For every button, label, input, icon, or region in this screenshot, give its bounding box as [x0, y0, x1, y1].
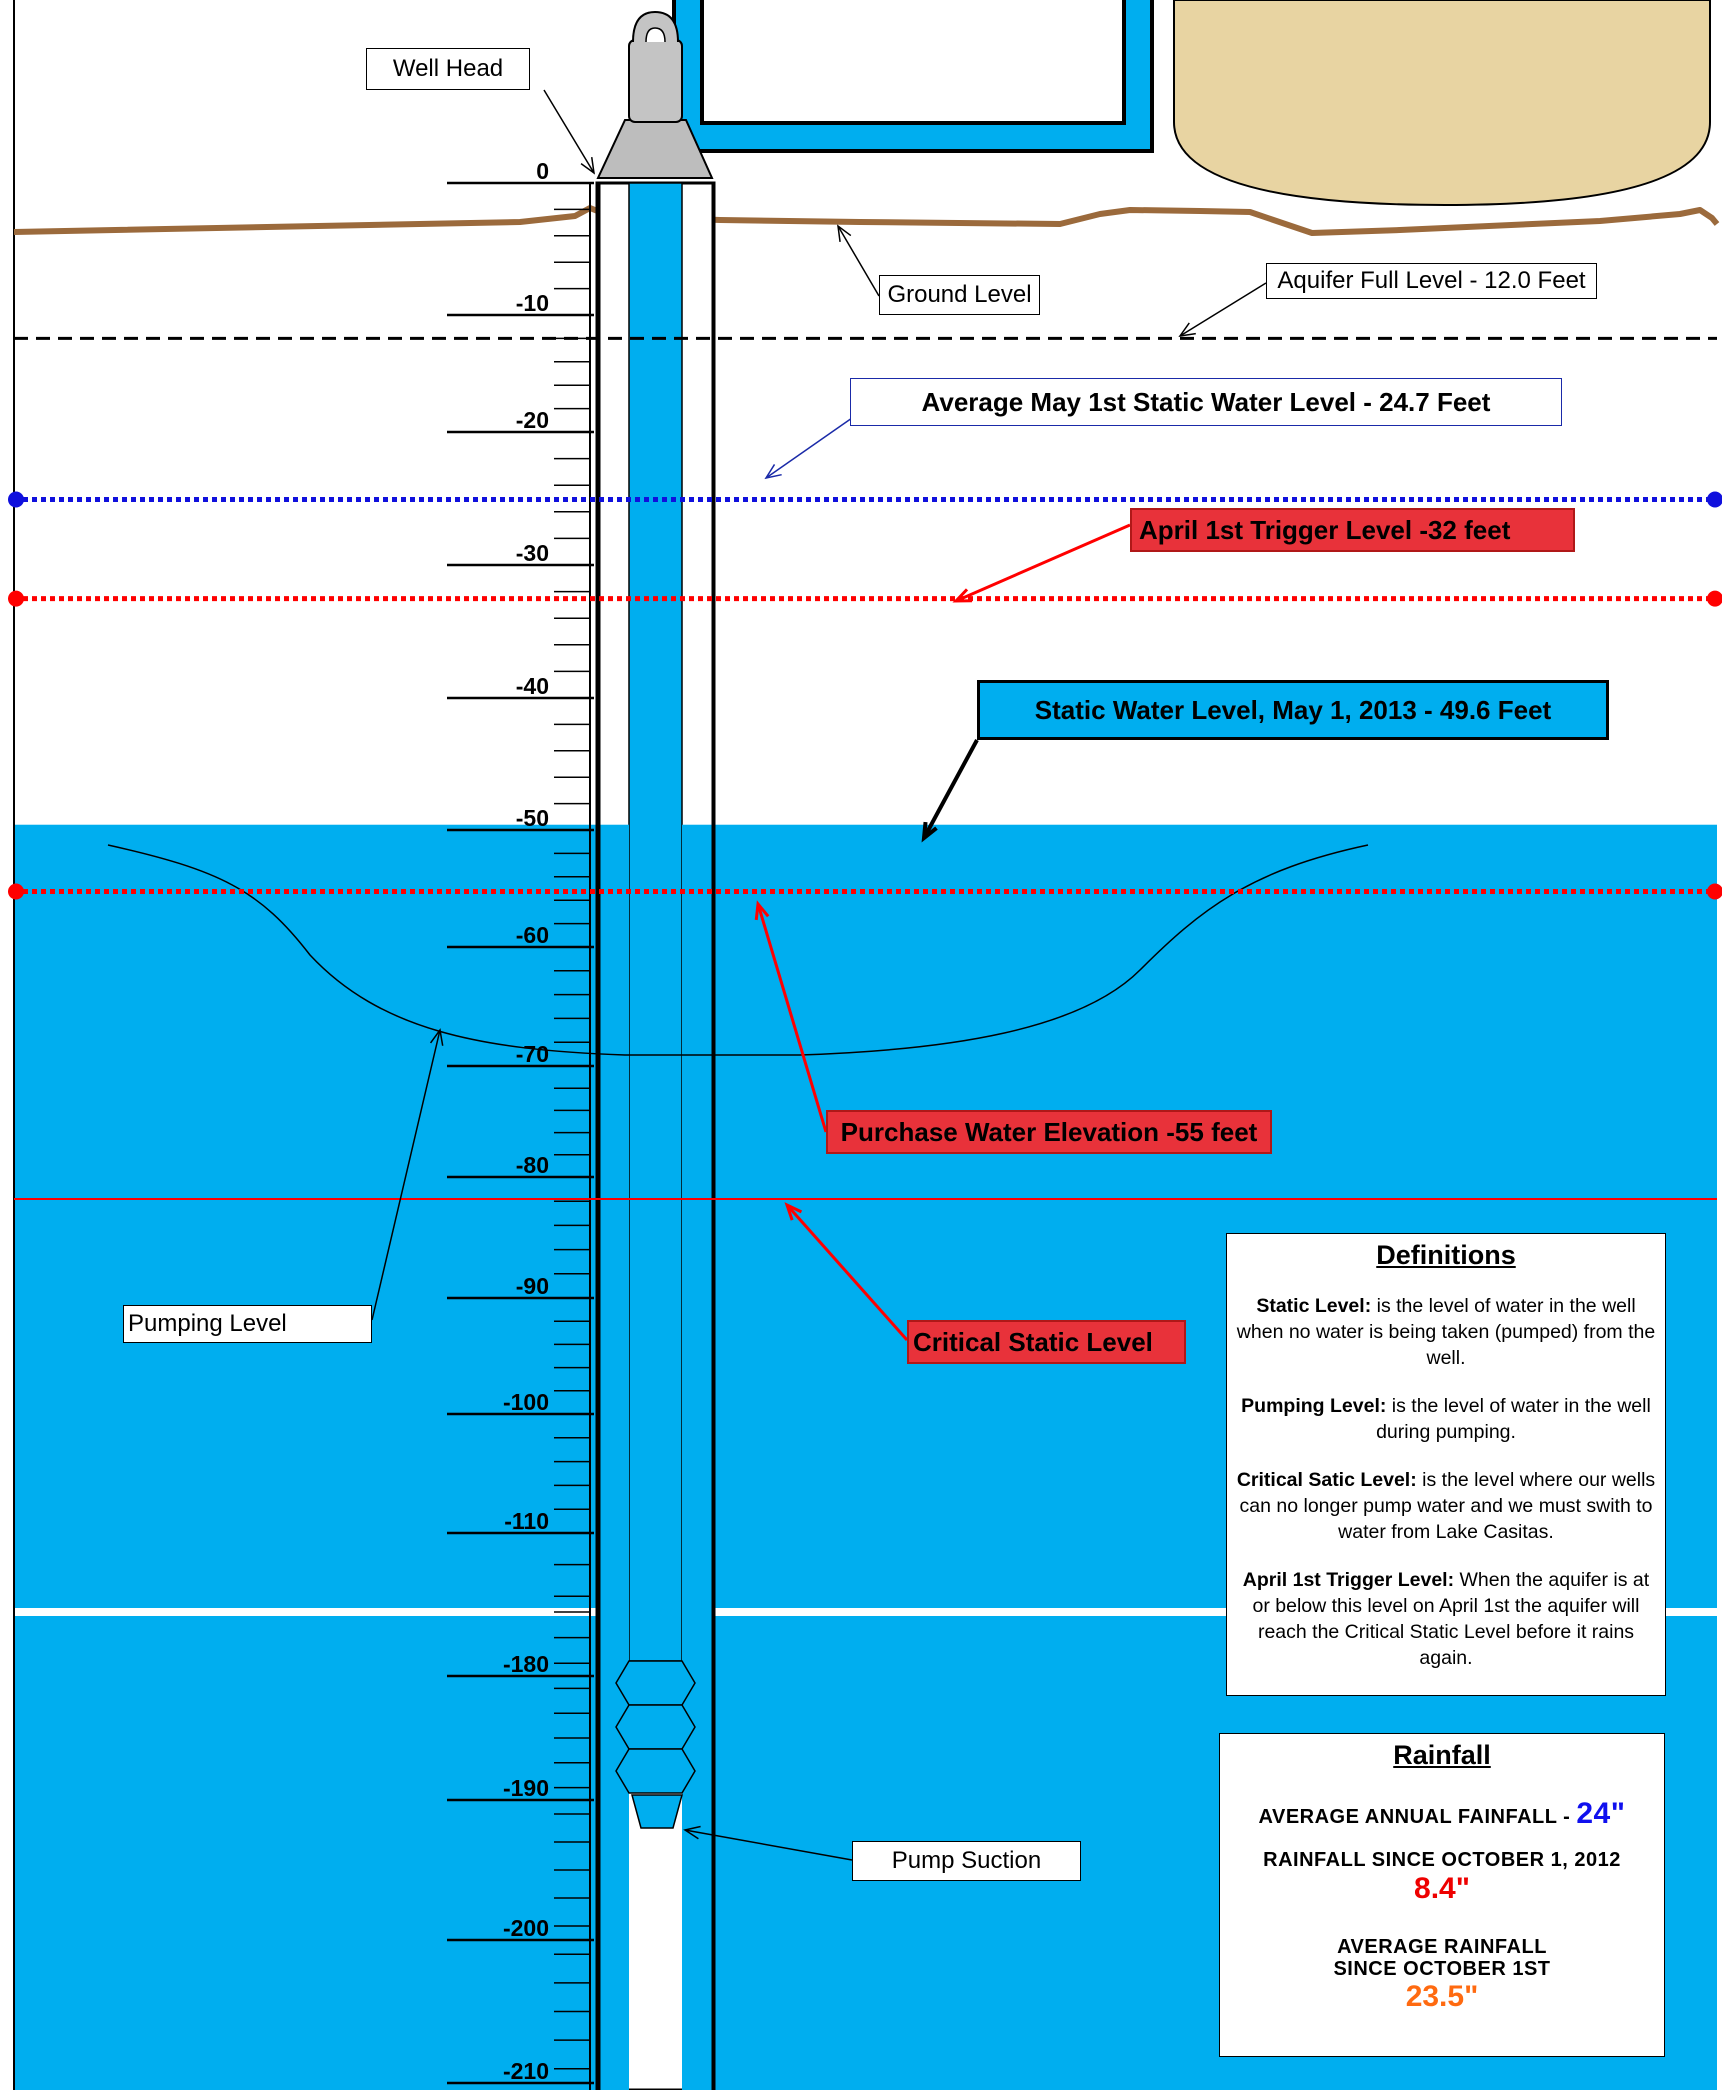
depth-label: -30 — [516, 540, 549, 566]
well-head-base — [596, 119, 714, 179]
well-head-cap-hole — [645, 27, 666, 43]
well-head-arrow — [543, 89, 595, 174]
critical-static-label: Critical Static Level — [907, 1320, 1186, 1364]
depth-label: -180 — [503, 1651, 549, 1677]
definitions-title: Definitions — [1376, 1240, 1516, 1270]
average-may-static-arrow — [765, 417, 853, 479]
depth-label: -70 — [516, 1041, 549, 1067]
pumping-level-arrow — [371, 1029, 441, 1321]
rainfall-since-october-label: RAINFALL SINCE OCTOBER 1, 2012 — [1263, 1849, 1621, 1871]
static-may-2013-label: Static Water Level, May 1, 2013 - 49.6 F… — [977, 680, 1609, 740]
avg-since-label-line2: SINCE OCTOBER 1ST — [1333, 1958, 1551, 1980]
rainfall-panel: Rainfall AVERAGE ANNUAL FAINFALL - 24" R… — [1219, 1733, 1665, 2057]
pumping-level-arrow-head — [429, 1028, 444, 1046]
april-trigger-label: April 1st Trigger Level -32 feet — [1130, 508, 1575, 552]
pump-bowl-3 — [615, 1748, 696, 1794]
purchase-water-arrow-head — [754, 900, 770, 921]
pumping-level-cone — [107, 844, 1369, 1056]
depth-label: -20 — [516, 407, 549, 433]
well-head-body — [628, 39, 683, 123]
definition-item: April 1st Trigger Level: When the aquife… — [1235, 1567, 1657, 1671]
depth-label: -200 — [503, 1915, 549, 1941]
ground-level-arrow — [837, 225, 880, 297]
pipe-edge-inner — [702, 0, 1124, 123]
depth-label: -40 — [516, 673, 549, 699]
storage-tank — [1173, 0, 1711, 207]
april-trigger-arrow — [955, 523, 1131, 603]
definition-item: Static Level: is the level of water in t… — [1235, 1293, 1657, 1371]
aquifer-full-arrow-head — [1178, 322, 1196, 338]
average-may-static-line-end-right — [1707, 491, 1722, 508]
average-may-static-line-end-left — [8, 491, 24, 508]
april-trigger-line-end-right — [1707, 590, 1722, 607]
scale-break-line — [13, 1608, 1717, 1616]
static-may-2013-arrow-head — [921, 821, 938, 843]
definition-term: April 1st Trigger Level: — [1242, 1569, 1455, 1591]
definition-text: is the level of water in the well during… — [1376, 1395, 1651, 1443]
pump-bowl-2 — [615, 1704, 696, 1750]
well-head-arrow-head — [580, 157, 595, 175]
pump-suction-cone — [631, 1794, 683, 1829]
rainfall-since-october-value: 8.4" — [1414, 1872, 1470, 1905]
ground-level-label: Ground Level — [879, 275, 1040, 315]
casing-water-left — [599, 824, 629, 2090]
depth-label: -210 — [503, 2058, 549, 2084]
average-annual-value: 24" — [1576, 1797, 1626, 1830]
casing-water-right — [682, 824, 712, 2090]
depth-label: -80 — [516, 1152, 549, 1178]
critical-static-arrow — [785, 1204, 909, 1341]
critical-static-arrow-head — [784, 1202, 803, 1221]
depth-label: -110 — [504, 1508, 549, 1534]
rainfall-title: Rainfall — [1393, 1740, 1491, 1770]
definition-term: Static Level: — [1256, 1295, 1372, 1317]
average-may-static-arrow-head — [764, 464, 782, 480]
definition-item: Pumping Level: is the level of water in … — [1235, 1393, 1657, 1445]
pump-suction-arrow — [684, 1829, 853, 1861]
aquifer-full-label: Aquifer Full Level - 12.0 Feet — [1266, 263, 1597, 299]
depth-label: -100 — [503, 1389, 549, 1415]
definitions-list: Static Level: is the level of water in t… — [1235, 1293, 1657, 1671]
purchase-water-label: Purchase Water Elevation -55 feet — [826, 1110, 1272, 1154]
depth-label: -190 — [503, 1775, 549, 1801]
average-rainfall-since-october-label: AVERAGE RAINFALL SINCE OCTOBER 1ST — [1228, 1936, 1656, 1980]
well-water-column — [629, 183, 682, 1661]
definition-text: When the aquifer is at or below this lev… — [1252, 1569, 1650, 1669]
pump-suction-label: Pump Suction — [852, 1841, 1081, 1881]
april-trigger-arrow-head — [952, 588, 973, 603]
aquifer-full-arrow — [1179, 282, 1267, 337]
average-may-static-label: Average May 1st Static Water Level - 24.… — [850, 378, 1562, 426]
depth-label: -90 — [516, 1273, 549, 1299]
depth-label: -50 — [516, 805, 549, 831]
pipe-outline — [673, 0, 1153, 152]
definition-text: is the level where our wells can no long… — [1239, 1469, 1656, 1543]
ground-level-arrow-head — [837, 224, 852, 242]
definition-text: is the level of water in the well when n… — [1236, 1295, 1656, 1369]
depth-label: -60 — [516, 922, 549, 948]
ground-level-line — [13, 205, 1720, 236]
definition-term: Critical Satic Level: — [1236, 1469, 1417, 1491]
pumping-level-label: Pumping Level — [123, 1305, 372, 1343]
definition-item: Critical Satic Level: is the level where… — [1235, 1467, 1657, 1545]
avg-since-label-line1: AVERAGE RAINFALL — [1337, 1936, 1547, 1958]
static-may-2013-arrow — [922, 739, 979, 839]
average-annual-label: AVERAGE ANNUAL FAINFALL - — [1258, 1806, 1577, 1828]
definition-term: Pumping Level: — [1241, 1395, 1387, 1417]
pump-bowl-1 — [615, 1660, 696, 1706]
purchase-water-line-end-right — [1707, 883, 1722, 900]
purchase-water-line-end-left — [8, 883, 24, 900]
purchase-water-arrow — [756, 903, 828, 1133]
pump-suction-arrow-head — [683, 1825, 701, 1840]
well-head-cap — [632, 10, 679, 43]
average-rainfall-since-october-value: 23.5" — [1405, 1980, 1479, 2013]
depth-label: -10 — [516, 290, 549, 316]
definitions-panel: Definitions Static Level: is the level o… — [1226, 1233, 1666, 1696]
well-head-label: Well Head — [366, 48, 530, 90]
pipe-water — [676, 0, 1150, 149]
depth-label: 0 — [536, 158, 549, 184]
average-annual-rainfall: AVERAGE ANNUAL FAINFALL - 24" — [1228, 1797, 1656, 1831]
april-trigger-line-end-left — [8, 590, 24, 607]
